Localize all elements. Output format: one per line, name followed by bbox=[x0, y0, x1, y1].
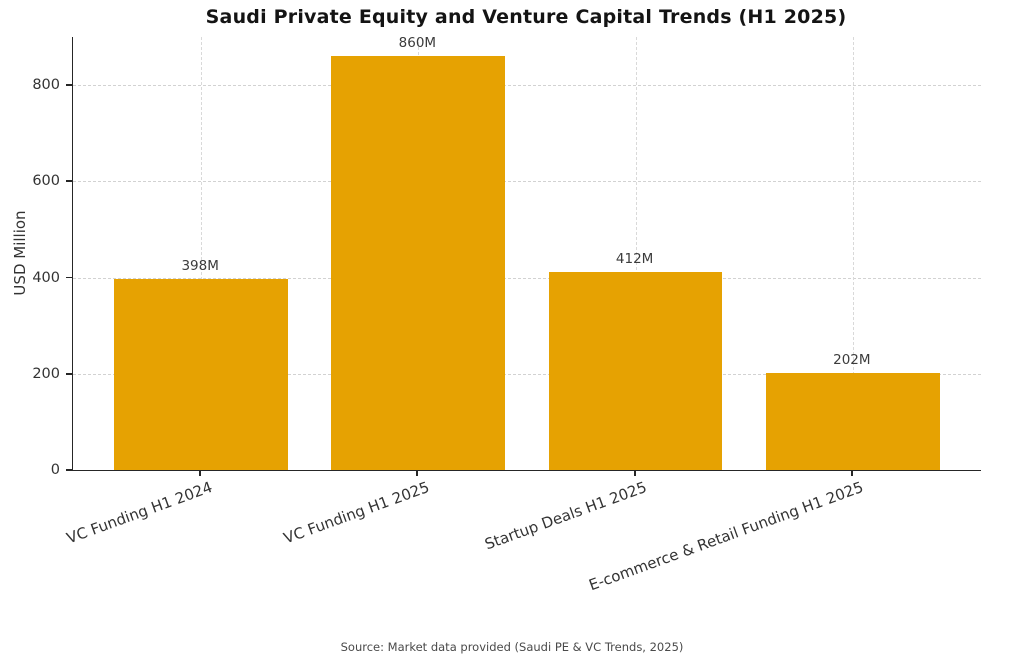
y-tick-mark bbox=[66, 180, 72, 183]
bar-3 bbox=[548, 271, 723, 470]
bar-2 bbox=[331, 56, 506, 470]
bar-4 bbox=[765, 372, 940, 470]
h-gridline bbox=[73, 85, 981, 87]
plot-area bbox=[72, 37, 981, 471]
y-tick-label: 800 bbox=[32, 77, 60, 94]
x-tick-mark bbox=[850, 471, 853, 476]
x-tick-mark bbox=[199, 471, 202, 476]
x-tick-mark bbox=[416, 471, 419, 476]
bar-value-label: 860M bbox=[398, 35, 437, 52]
h-gridline bbox=[73, 373, 981, 375]
h-gridline bbox=[73, 181, 981, 183]
h-gridline bbox=[73, 277, 981, 279]
chart-title: Saudi Private Equity and Venture Capital… bbox=[205, 6, 847, 28]
y-tick-mark bbox=[66, 469, 72, 471]
y-tick-mark bbox=[66, 84, 72, 86]
bar-value-label: 398M bbox=[181, 257, 219, 274]
y-tick-label: 200 bbox=[32, 365, 60, 382]
v-gridline bbox=[201, 37, 203, 470]
source-caption: Source: Market data provided (Saudi PE &… bbox=[340, 640, 684, 654]
y-tick-mark bbox=[66, 276, 72, 279]
v-gridline bbox=[635, 37, 637, 470]
bar-value-label: 202M bbox=[833, 351, 871, 368]
x-tick-label: VC Funding H1 2025 bbox=[281, 478, 432, 548]
y-tick-label: 600 bbox=[32, 173, 60, 190]
y-tick-label: 400 bbox=[32, 269, 60, 286]
bar-1 bbox=[114, 278, 289, 470]
x-tick-label: VC Funding H1 2024 bbox=[63, 478, 215, 548]
y-tick-label: 0 bbox=[50, 462, 60, 478]
y-tick-mark bbox=[66, 372, 72, 375]
v-gridline bbox=[852, 37, 854, 470]
x-tick-label: Startup Deals H1 2025 bbox=[481, 478, 649, 554]
x-tick-mark bbox=[633, 471, 636, 476]
bar-value-label: 412M bbox=[615, 250, 654, 267]
